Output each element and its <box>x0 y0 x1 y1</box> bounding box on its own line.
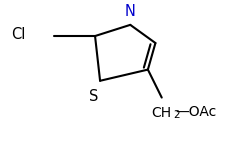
Text: S: S <box>89 89 98 104</box>
Text: 2: 2 <box>172 110 179 120</box>
Text: N: N <box>124 4 135 19</box>
Text: CH: CH <box>151 106 171 120</box>
Text: —OAc: —OAc <box>175 105 216 119</box>
Text: Cl: Cl <box>11 27 26 42</box>
